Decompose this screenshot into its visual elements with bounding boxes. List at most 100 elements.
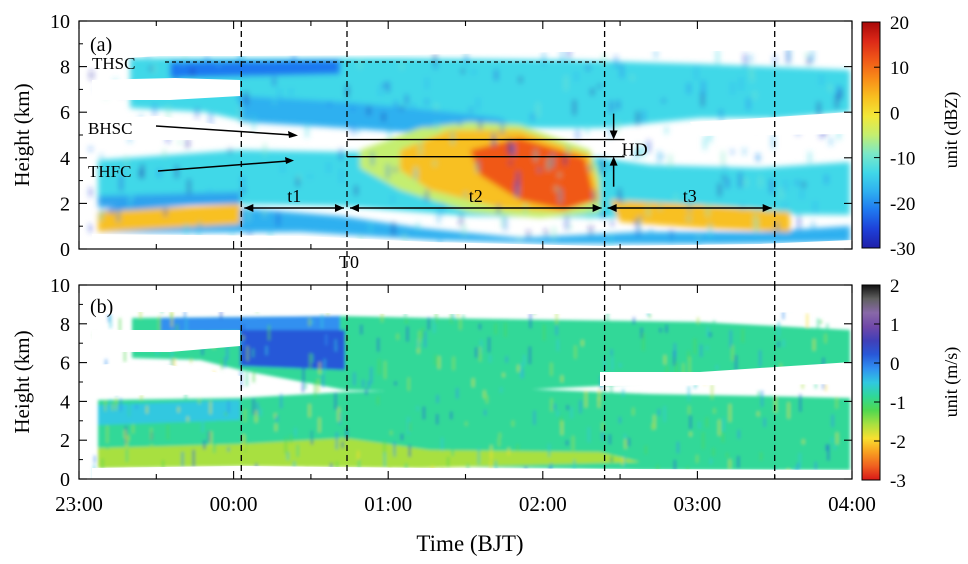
echo-texture [435,120,439,131]
velocity-texture [389,430,393,436]
velocity-texture [570,407,573,419]
velocity-texture [788,425,792,437]
x-tick-label: 03:00 [673,492,721,516]
velocity-texture [262,410,265,422]
echo-texture [272,77,276,86]
velocity-texture [424,331,427,348]
echo-texture [425,190,429,202]
velocity-texture [192,449,195,468]
x-tick-label: 04:00 [828,492,876,516]
velocity-texture [728,404,732,422]
velocity-texture [619,363,622,368]
velocity-texture [621,457,624,466]
echo-texture [722,175,725,180]
echo-texture [636,144,640,156]
y-tick-label: 0 [60,239,70,261]
echo-texture [441,202,445,216]
panel-b-label: (b) [90,296,113,318]
echo-texture [497,204,500,214]
echo-texture [730,149,734,154]
velocity-texture [194,347,197,361]
echo-texture [600,157,604,174]
velocity-texture [611,356,614,371]
velocity-texture [603,356,607,372]
velocity-texture [394,381,397,386]
echo-texture [544,229,548,236]
echo-texture [523,203,527,215]
velocity-texture [787,336,790,353]
velocity-texture [734,355,738,371]
echo-texture [379,85,383,97]
vgap-upper-left [92,330,240,352]
echo-texture [476,97,480,110]
echo-texture [494,69,498,81]
velocity-texture [253,333,256,351]
echo-texture [331,178,334,194]
velocity-texture [826,323,829,337]
echo-texture [263,208,266,217]
echo-texture [187,179,191,194]
echo-texture [536,102,540,118]
echo-texture [157,168,161,178]
panel-a-y-axis: 0 2 4 6 8 10 [50,11,852,261]
velocity-texture [452,313,455,320]
echo-texture [328,101,331,107]
velocity-texture [135,404,138,409]
velocity-texture [651,423,654,430]
velocity-texture [502,373,505,378]
velocity-texture [478,323,482,330]
velocity-texture [710,383,714,400]
velocity-texture [408,444,411,457]
velocity-texture [421,327,424,339]
velocity-texture [627,437,631,447]
echo-texture [820,74,823,86]
velocity-texture [131,424,135,434]
velocity-texture [289,434,293,443]
echo-texture [589,225,593,236]
velocity-texture [737,429,740,439]
interval-arrow-head-left [244,203,254,212]
velocity-texture [637,393,640,406]
echo-texture [800,188,804,200]
velocity-texture [320,314,324,329]
panel-a-x-ticks [78,21,853,249]
echo-texture [296,176,300,187]
echo-texture [292,53,296,67]
echo-texture [276,212,280,226]
velocity-texture [483,390,486,399]
velocity-texture [706,326,710,338]
velocity-texture [209,401,212,415]
velocity-texture [408,422,412,432]
echo-texture [90,70,93,80]
echo-texture [393,167,397,173]
velocity-texture [323,358,326,375]
velocity-texture [721,432,725,443]
velocity-texture [437,356,441,369]
echo-texture [642,110,646,123]
echo-texture [610,164,613,169]
velocity-texture [726,452,729,458]
echo-texture [779,187,783,200]
echo-texture [811,49,814,63]
echo-texture [425,77,429,90]
echo-texture [351,124,355,135]
colorbar-tick-label: 20 [890,13,909,34]
velocity-texture [497,438,501,447]
echo-texture [509,160,512,165]
hd-label: HD [622,140,648,160]
echo-texture [646,64,650,77]
echo-texture [668,154,672,169]
velocity-upper-layer-top [160,316,340,332]
velocity-texture [528,346,532,365]
velocity-texture [774,396,777,413]
x-tick-label: 02:00 [519,492,567,516]
velocity-texture [648,313,651,318]
echo-texture [614,55,618,68]
velocity-texture [201,410,204,417]
velocity-texture [783,459,787,469]
echo-texture [808,151,812,163]
echo-texture [654,70,658,78]
echo-lower-layer [98,205,850,244]
echo-texture [464,54,468,64]
velocity-texture [731,345,734,361]
